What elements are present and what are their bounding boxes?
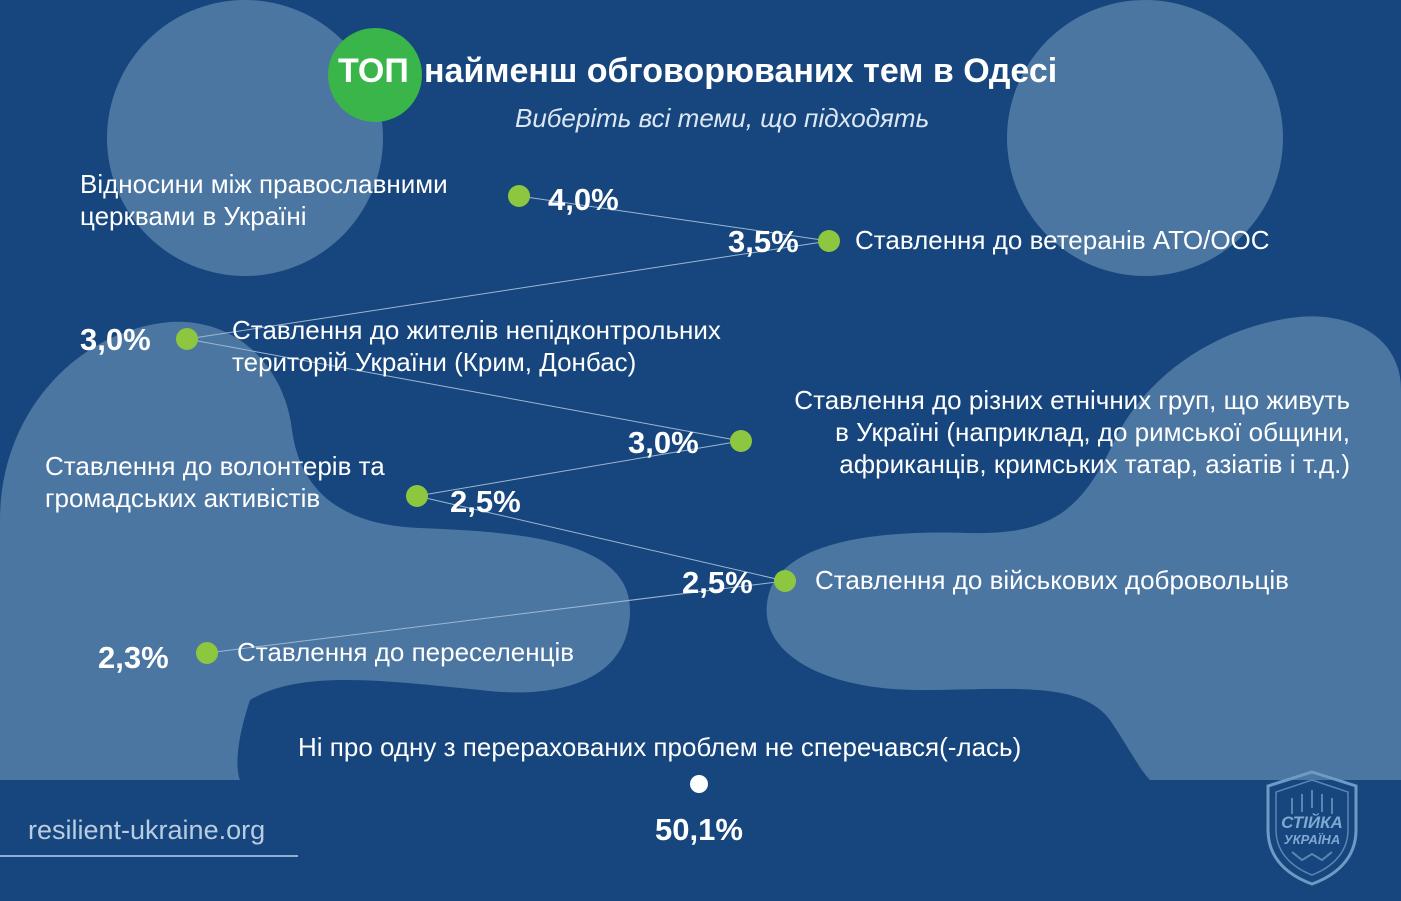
bg-blob-left xyxy=(0,321,630,780)
dot-military-volunteers xyxy=(774,570,796,592)
label-military-volunteers: Ставлення до військових добровольців xyxy=(815,565,1289,595)
label-occupied-residents-line2: територій України (Крим, Донбас) xyxy=(232,347,637,377)
label-orthodox-churches-line1: Відносини між православними xyxy=(80,169,448,199)
none-item-dot xyxy=(690,775,708,793)
bg-circle-right xyxy=(1007,0,1283,276)
title-badge xyxy=(328,28,422,122)
dot-occupied-residents xyxy=(176,328,198,350)
connector-ato-veterans-to-occupied-residents xyxy=(186,240,830,340)
label-orthodox-churches-line2: церквами в Україні xyxy=(80,201,307,231)
data-dots xyxy=(176,185,840,664)
value-label-ethnic-groups: 3,0% xyxy=(628,425,699,460)
label-none: Ні про одну з перерахованих проблем не с… xyxy=(298,732,1022,762)
label-volunteers: Ставлення до волонтерів та громадських а… xyxy=(45,450,385,514)
dot-ethnic-groups xyxy=(730,430,752,452)
stiyka-ukraina-logo: СТІЙКА УКРАЇНА xyxy=(1266,770,1358,886)
label-orthodox-churches: Відносини між православними церквами в У… xyxy=(80,168,448,232)
label-ethnic-groups-line2: в Україні (наприклад, до римської общини… xyxy=(835,417,1350,447)
footer-site-link[interactable]: resilient-ukraine.org xyxy=(28,815,266,845)
label-occupied-residents-line1: Ставлення до жителів непідконтрольних xyxy=(232,315,721,345)
dot-orthodox-churches xyxy=(508,185,530,207)
connector-volunteers-to-military-volunteers xyxy=(416,495,786,582)
value-label-orthodox-churches: 4,0% xyxy=(548,182,619,217)
connector-ethnic-groups-to-volunteers xyxy=(416,440,742,497)
value-label-ato-veterans: 3,5% xyxy=(728,224,799,259)
label-volunteers-line2: громадських активістів xyxy=(45,483,321,513)
label-ato-veterans: Ставлення до ветеранів АТО/ООС xyxy=(855,225,1270,255)
connector-orthodox-churches-to-ato-veterans xyxy=(518,195,830,242)
title-text: найменш обговорюваних тем в Одесі xyxy=(424,52,1058,90)
logo-text-line2: УКРАЇНА xyxy=(1284,832,1340,847)
connector-military-volunteers-to-displaced xyxy=(206,580,786,654)
value-label-occupied-residents: 3,0% xyxy=(80,322,151,357)
label-ethnic-groups-line3: африканців, кримських татар, азіатів і т… xyxy=(839,449,1350,479)
label-displaced: Ставлення до переселенців xyxy=(237,637,575,667)
title-highlight: ТОП xyxy=(338,52,409,90)
subtitle: Виберіть всі теми, що підходять xyxy=(515,103,930,133)
logo-text-line1: СТІЙКА xyxy=(1281,812,1343,832)
value-label-displaced: 2,3% xyxy=(98,640,169,675)
label-occupied-residents: Ставлення до жителів непідконтрольних те… xyxy=(232,314,721,378)
value-label-none: 50,1% xyxy=(655,812,743,847)
label-ethnic-groups: Ставлення до різних етнічних груп, що жи… xyxy=(720,384,1350,480)
label-ethnic-groups-line1: Ставлення до різних етнічних груп, що жи… xyxy=(794,385,1350,415)
dot-ato-veterans xyxy=(818,230,840,252)
dot-displaced xyxy=(196,642,218,664)
dot-volunteers xyxy=(406,485,428,507)
connector-occupied-residents-to-ethnic-groups xyxy=(186,338,742,442)
bg-blob-right xyxy=(766,316,1401,780)
value-label-military-volunteers: 2,5% xyxy=(682,565,753,600)
value-label-volunteers: 2,5% xyxy=(450,484,521,519)
label-volunteers-line1: Ставлення до волонтерів та xyxy=(45,451,385,481)
connector-lines xyxy=(186,195,830,654)
footer-divider xyxy=(0,855,298,857)
bg-circle-left xyxy=(107,0,383,276)
